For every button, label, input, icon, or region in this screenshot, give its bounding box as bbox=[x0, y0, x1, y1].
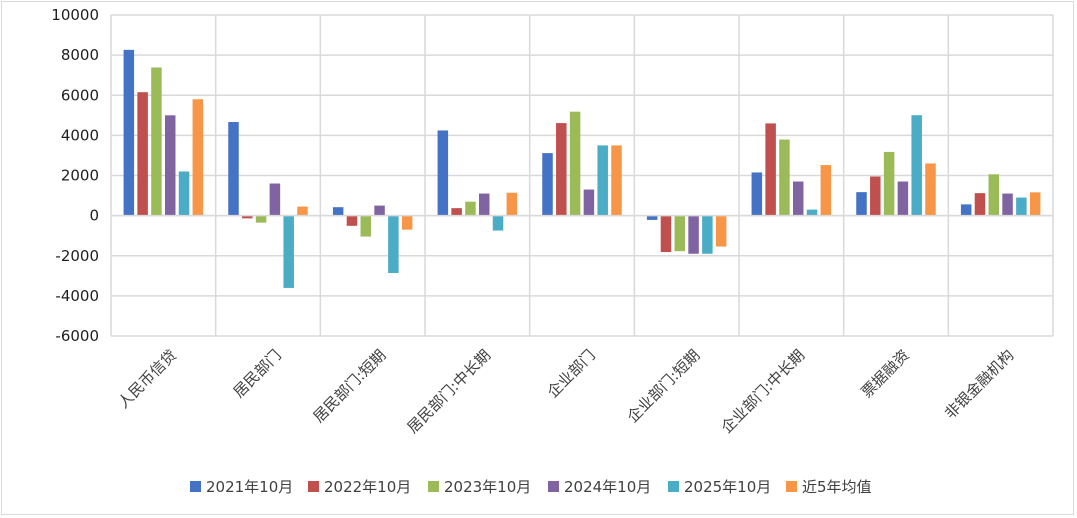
bar bbox=[506, 192, 518, 216]
axes: 10000 8000 6000 4000 2000 0 -2000 -4000 -6000 人民币… bbox=[51, 6, 1053, 437]
bar bbox=[569, 111, 581, 216]
bar bbox=[583, 189, 595, 216]
x-category-label: 企业部门:中长期 bbox=[718, 346, 809, 437]
legend-swatch bbox=[428, 481, 439, 492]
bar bbox=[1016, 197, 1027, 216]
bar bbox=[806, 209, 818, 216]
x-category-label: 企业部门:短期 bbox=[624, 346, 704, 426]
bar bbox=[556, 123, 567, 216]
bar bbox=[1029, 192, 1041, 216]
bar bbox=[465, 201, 476, 216]
bar bbox=[123, 49, 135, 216]
legend-item: 2022年10月 bbox=[308, 478, 411, 496]
bar bbox=[960, 204, 972, 216]
x-category-label: 非银金融机构 bbox=[941, 346, 1017, 422]
x-category-label: 票据融资 bbox=[858, 346, 913, 401]
legend-label: 2024年10月 bbox=[564, 478, 651, 496]
bar bbox=[1002, 193, 1013, 216]
bar bbox=[911, 115, 922, 216]
bar bbox=[374, 205, 385, 216]
bar bbox=[401, 215, 413, 230]
bar bbox=[974, 193, 986, 216]
x-category-label: 人民币信贷 bbox=[114, 346, 180, 412]
legend-item: 2021年10月 bbox=[190, 478, 293, 496]
bar bbox=[597, 145, 608, 216]
bar bbox=[228, 122, 239, 216]
bar bbox=[715, 215, 727, 247]
bar bbox=[820, 165, 832, 216]
y-tick-label: 2000 bbox=[61, 167, 99, 185]
bar bbox=[137, 92, 148, 216]
y-tick-label: 6000 bbox=[61, 86, 99, 104]
bar bbox=[925, 163, 936, 216]
x-category-label: 居民部门 bbox=[230, 346, 285, 401]
bar bbox=[988, 174, 1000, 216]
bar bbox=[792, 181, 804, 216]
bar bbox=[242, 215, 253, 219]
legend-label: 2023年10月 bbox=[444, 478, 531, 496]
bar bbox=[151, 67, 162, 216]
bar bbox=[269, 183, 281, 216]
legend-label: 2025年10月 bbox=[684, 478, 771, 496]
bar bbox=[164, 115, 176, 216]
bar bbox=[897, 181, 909, 216]
bars bbox=[123, 49, 1041, 288]
legend-swatch bbox=[190, 481, 201, 492]
y-tick-label: -2000 bbox=[55, 247, 99, 265]
bar bbox=[702, 215, 713, 254]
bar bbox=[388, 215, 399, 274]
bar bbox=[688, 215, 699, 254]
x-category-label: 居民部门:短期 bbox=[310, 346, 390, 426]
y-tick-label: 8000 bbox=[61, 46, 99, 64]
y-tick-label: -4000 bbox=[55, 287, 99, 305]
bar bbox=[779, 139, 790, 216]
bar bbox=[542, 153, 553, 216]
bar bbox=[178, 171, 190, 216]
bar bbox=[283, 215, 294, 288]
y-tick-label: -6000 bbox=[55, 327, 99, 345]
bar bbox=[751, 172, 763, 216]
bar bbox=[611, 145, 622, 216]
legend-item: 2025年10月 bbox=[668, 478, 771, 496]
legend-label: 2022年10月 bbox=[324, 478, 411, 496]
x-category-label: 居民部门:中长期 bbox=[404, 346, 495, 437]
bar bbox=[660, 215, 672, 253]
bar bbox=[765, 123, 776, 216]
bar bbox=[346, 215, 358, 226]
bar bbox=[332, 207, 344, 216]
bar bbox=[451, 208, 462, 216]
legend-swatch bbox=[786, 481, 797, 492]
legend-swatch bbox=[308, 481, 319, 492]
legend-swatch bbox=[668, 481, 679, 492]
bar bbox=[360, 215, 372, 237]
y-tick-label: 0 bbox=[89, 207, 99, 225]
bar bbox=[674, 215, 686, 252]
legend-label: 近5年均值 bbox=[802, 478, 872, 496]
legend-label: 2021年10月 bbox=[206, 478, 293, 496]
bar bbox=[192, 99, 204, 216]
legend-item: 近5年均值 bbox=[786, 478, 872, 496]
bar bbox=[856, 192, 867, 216]
bar bbox=[297, 206, 308, 216]
bar bbox=[437, 130, 449, 216]
y-tick-label: 4000 bbox=[61, 126, 99, 144]
legend-swatch bbox=[548, 481, 559, 492]
legend-item: 2023年10月 bbox=[428, 478, 531, 496]
bar bbox=[255, 215, 267, 223]
x-category-label: 企业部门 bbox=[544, 346, 599, 401]
legend: 2021年10月 2022年10月 2023年10月 2024年10月 2025年10月… bbox=[190, 478, 872, 496]
bar bbox=[883, 151, 895, 216]
bar bbox=[478, 193, 490, 216]
y-tick-label: 10000 bbox=[51, 6, 99, 24]
bar bbox=[492, 215, 504, 231]
bar bbox=[646, 215, 658, 220]
legend-item: 2024年10月 bbox=[548, 478, 651, 496]
bar bbox=[870, 176, 881, 216]
